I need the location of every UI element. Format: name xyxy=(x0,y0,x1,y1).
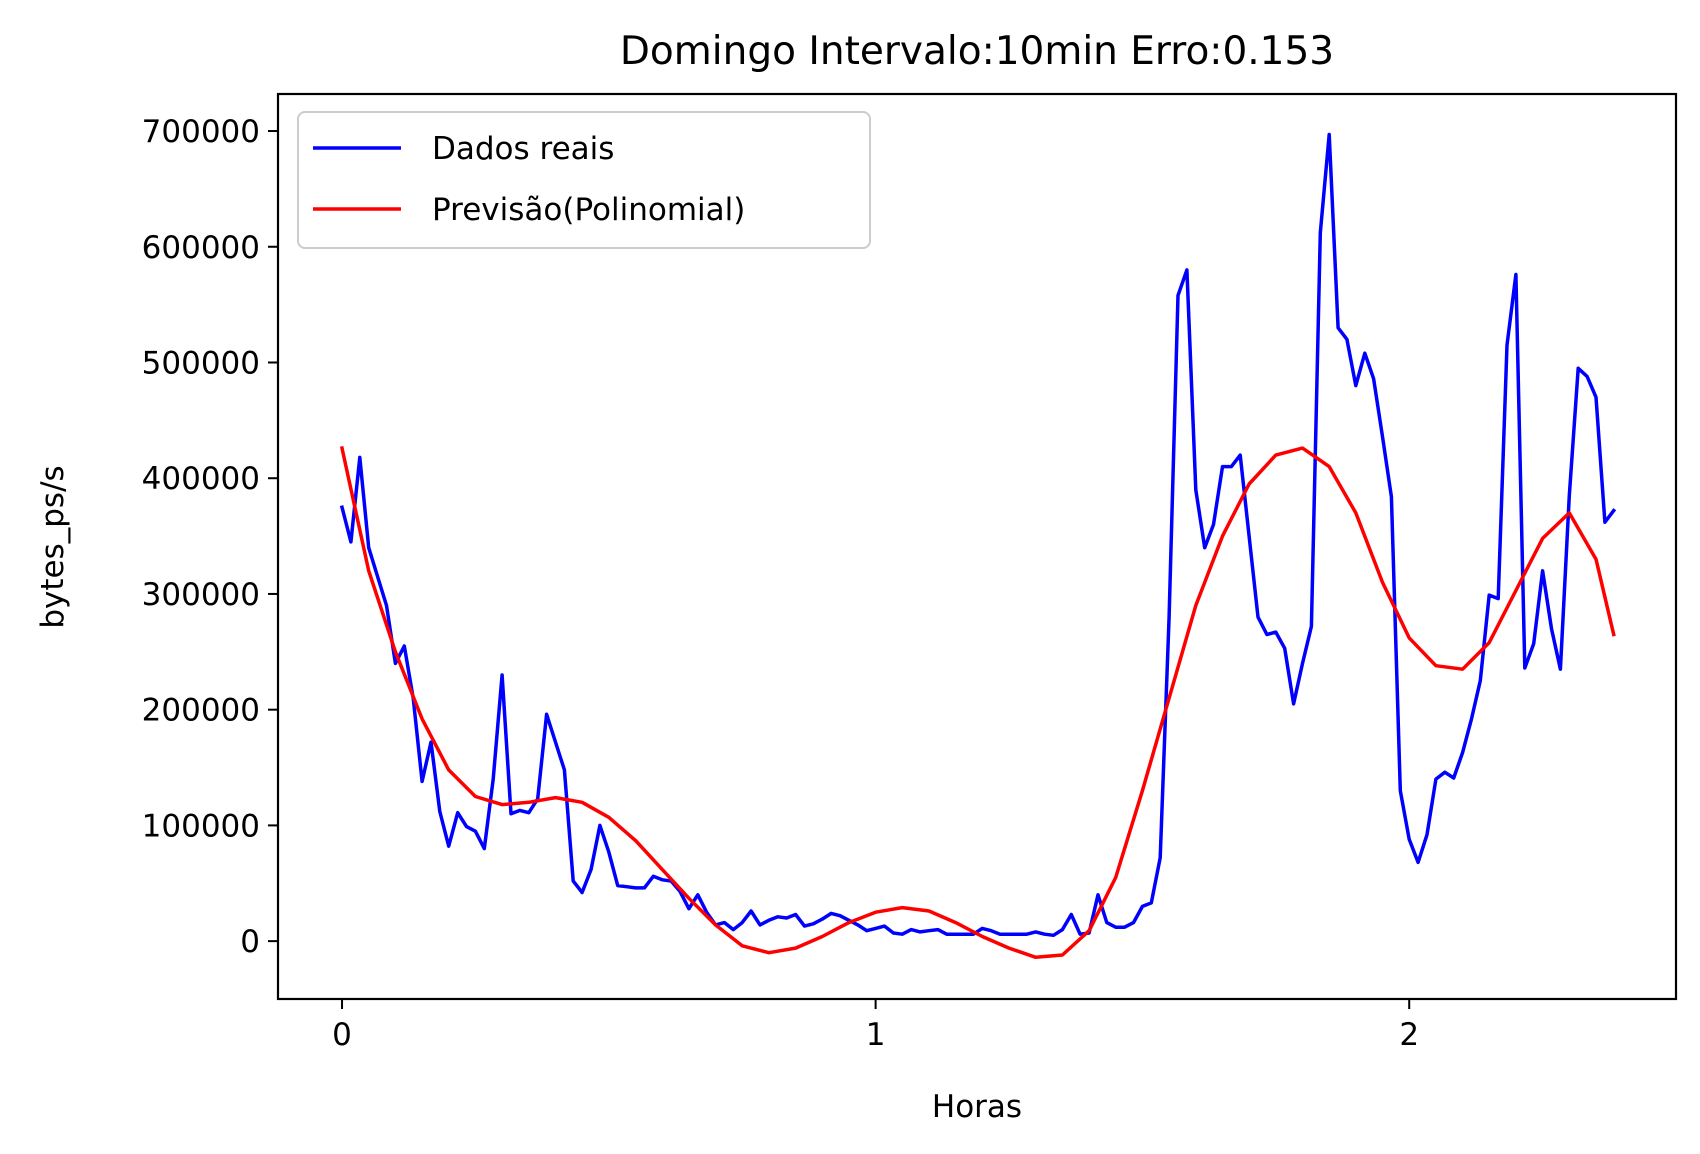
y-axis: 0 100000 200000 300000 400000 500000 600000 700… xyxy=(142,114,278,960)
chart-title: Domingo Intervalo:10min Erro:0.153 xyxy=(620,29,1334,74)
y-tick-label: 200000 xyxy=(142,693,260,729)
y-axis-label: bytes_ps/s xyxy=(35,465,71,628)
y-tick-label: 0 xyxy=(240,924,260,960)
y-tick-label: 700000 xyxy=(142,114,260,150)
y-tick-label: 100000 xyxy=(142,808,260,844)
y-tick-label: 300000 xyxy=(142,577,260,613)
x-tick-label: 1 xyxy=(866,1017,886,1053)
x-tick-label: 2 xyxy=(1399,1017,1419,1053)
series-line-1 xyxy=(339,446,1616,960)
y-tick-label: 400000 xyxy=(142,461,260,497)
y-tick-label: 600000 xyxy=(142,230,260,266)
legend: Dados reais Previsão(Polinomial) xyxy=(297,111,871,249)
legend-label-previsao: Previsão(Polinomial) xyxy=(432,192,745,228)
x-axis-label: Horas xyxy=(932,1089,1022,1125)
series-layer xyxy=(339,132,1617,960)
y-tick-label: 500000 xyxy=(142,345,260,381)
legend-frame xyxy=(297,111,871,249)
series-line-0 xyxy=(339,132,1617,938)
legend-label-dados-reais: Dados reais xyxy=(432,131,614,167)
x-tick-label: 0 xyxy=(332,1017,352,1053)
x-axis: 0 1 2 xyxy=(332,999,1419,1053)
